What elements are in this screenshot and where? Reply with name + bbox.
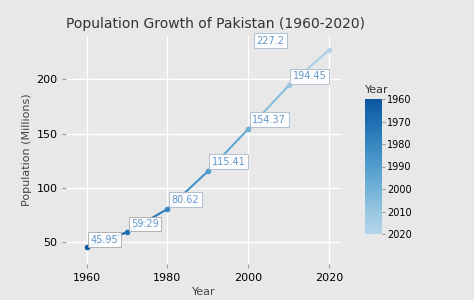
Text: 45.95: 45.95 [91,235,118,244]
Text: 227.2: 227.2 [256,36,284,46]
Text: 115.41: 115.41 [212,157,246,167]
Text: 59.29: 59.29 [131,219,159,229]
Text: Population Growth of Pakistan (1960-2020): Population Growth of Pakistan (1960-2020… [66,17,365,31]
Text: 154.37: 154.37 [252,115,286,124]
Text: Year: Year [365,85,389,95]
Text: 80.62: 80.62 [172,195,199,205]
Y-axis label: Population (Millions): Population (Millions) [22,94,32,206]
X-axis label: Year: Year [192,287,216,297]
Text: 194.45: 194.45 [293,71,327,81]
